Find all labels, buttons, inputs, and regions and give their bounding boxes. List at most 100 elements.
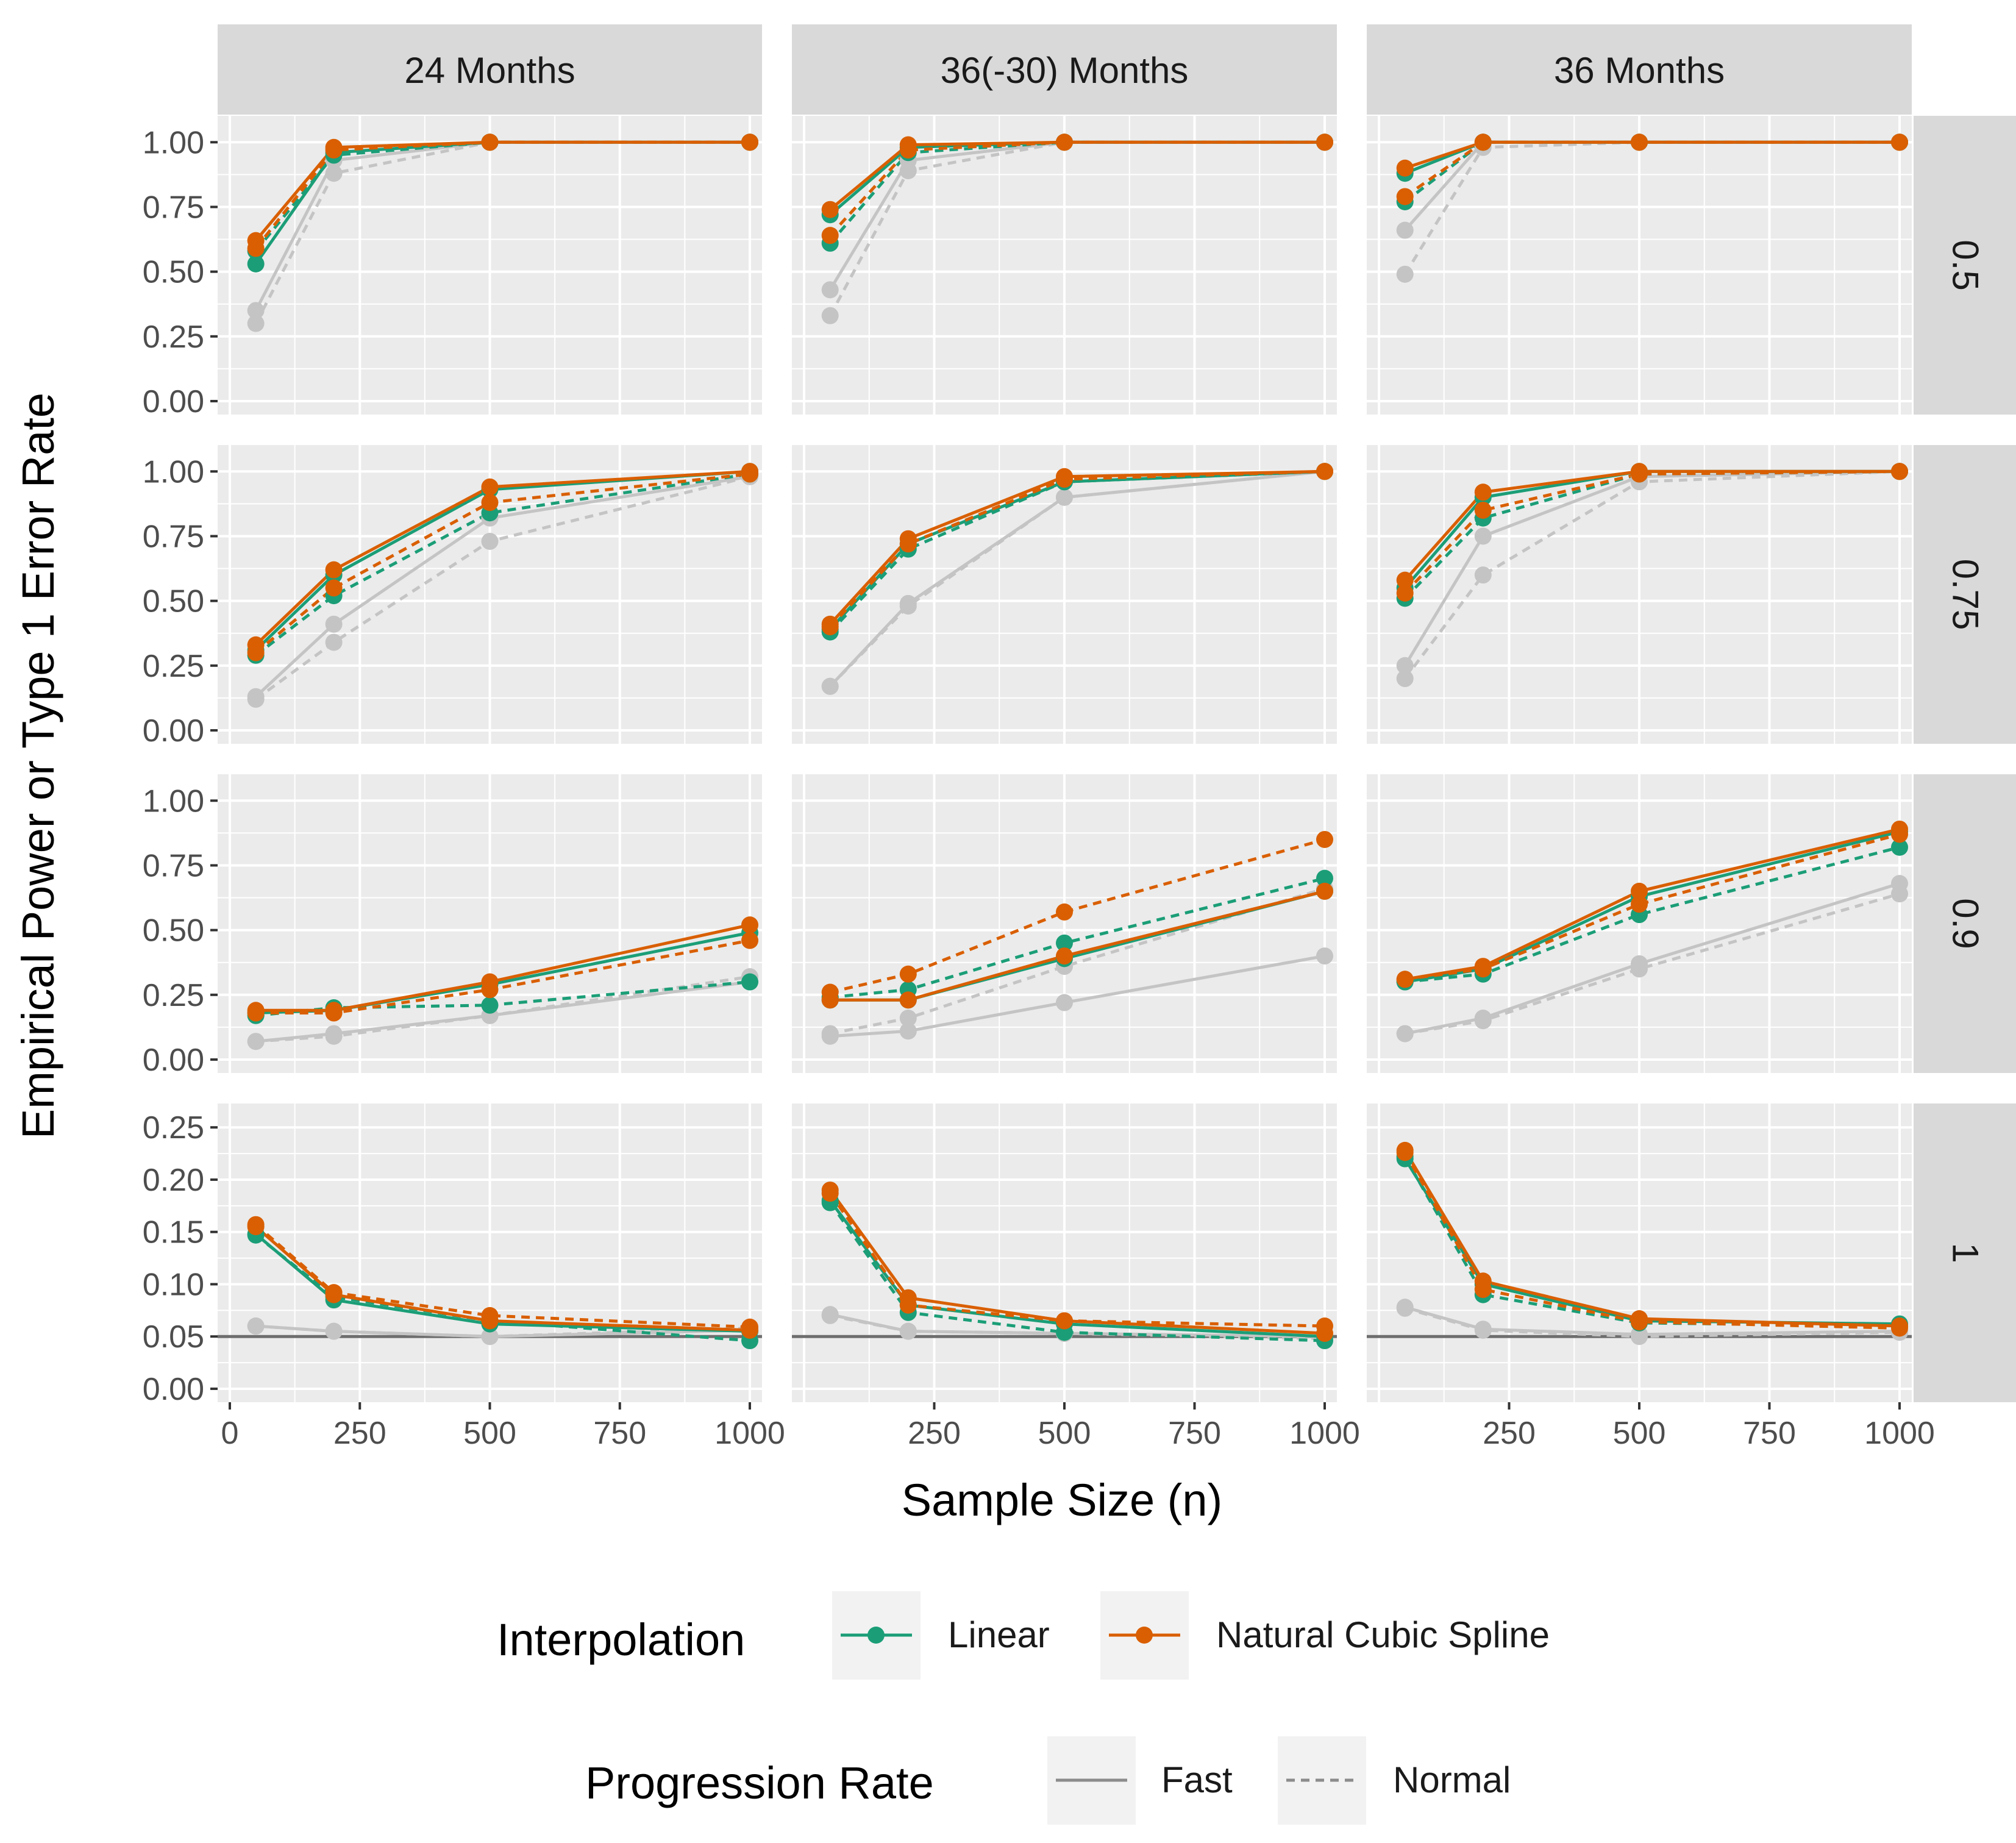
x-tick-label: 250 [908, 1416, 961, 1451]
series-line-natural-cubic-spline-fast [255, 923, 750, 1012]
series-line-reference-fast [254, 475, 750, 698]
data-point-natural-cubic-spline [1891, 463, 1908, 480]
data-point-reference [1474, 566, 1492, 584]
data-point-reference [1396, 221, 1414, 239]
data-point-reference [325, 1322, 343, 1340]
y-tick-label: 0.75 [143, 848, 204, 883]
data-point-natural-cubic-spline [1316, 830, 1333, 848]
row-strip-label: 0.75 [1945, 559, 1986, 630]
data-point-linear [741, 973, 758, 991]
y-axis-title: Empirical Power or Type 1 Error Rate [13, 393, 63, 1139]
data-point-reference [325, 615, 343, 633]
data-point-natural-cubic-spline [1474, 1281, 1492, 1299]
data-point-reference [1396, 670, 1414, 688]
data-point-reference [1316, 947, 1333, 965]
row-strip [1914, 1103, 2016, 1402]
series-line-reference-normal [255, 475, 750, 701]
data-point-natural-cubic-spline [1396, 159, 1414, 177]
data-point-natural-cubic-spline [821, 1185, 839, 1202]
data-point-reference [247, 1033, 265, 1050]
panel-24-months-1 [218, 1103, 762, 1402]
data-point-natural-cubic-spline [1474, 960, 1492, 978]
legend-key-point [1136, 1627, 1153, 1644]
data-point-natural-cubic-spline [325, 1004, 343, 1022]
y-tick-label: 0.75 [143, 190, 204, 225]
data-point-natural-cubic-spline [899, 141, 917, 159]
data-point-natural-cubic-spline [1316, 134, 1333, 151]
data-point-natural-cubic-spline [1474, 134, 1492, 151]
series-line-reference-fast [1405, 882, 1900, 1035]
data-point-reference [247, 1317, 265, 1335]
data-point-reference [899, 597, 917, 615]
data-point-linear [1891, 838, 1908, 856]
data-point-reference [247, 690, 265, 708]
column-strip-label: 36 Months [1554, 50, 1725, 91]
panel-24-months-0-75 [218, 445, 762, 744]
series-line-natural-cubic-spline-normal [830, 838, 1325, 994]
data-point-natural-cubic-spline [1316, 463, 1333, 480]
y-tick-label: 0.25 [143, 319, 204, 355]
data-point-natural-cubic-spline [325, 579, 343, 597]
data-point-natural-cubic-spline [821, 618, 839, 636]
data-point-natural-cubic-spline [481, 478, 499, 496]
row-strip-label: 1 [1945, 1242, 1986, 1263]
data-point-natural-cubic-spline [247, 1216, 265, 1233]
data-point-natural-cubic-spline [481, 494, 499, 512]
series-line-natural-cubic-spline-normal [254, 140, 750, 249]
row-strip-label: 0.5 [1945, 240, 1986, 290]
panel-24-months-0-9 [218, 774, 762, 1073]
y-tick-label: 0.20 [143, 1163, 204, 1198]
x-axis-title: Sample Size (n) [902, 1475, 1222, 1525]
series-line-reference-normal [1405, 892, 1900, 1035]
series-line-reference-fast [255, 980, 750, 1043]
series-line-natural-cubic-spline-fast [1403, 469, 1900, 582]
data-point-reference [899, 1010, 917, 1027]
data-point-natural-cubic-spline [1056, 947, 1073, 965]
series-line-natural-cubic-spline-normal [255, 1223, 750, 1329]
data-point-natural-cubic-spline [741, 465, 758, 483]
series-line-reference-fast [830, 954, 1325, 1038]
series-line-natural-cubic-spline-normal [828, 140, 1325, 237]
row-strip [1914, 116, 2016, 415]
data-point-natural-cubic-spline [325, 141, 343, 159]
data-point-linear [247, 255, 265, 273]
column-strip [218, 24, 762, 115]
row-strip [1914, 445, 2016, 744]
x-tick-label: 1000 [714, 1416, 785, 1451]
data-point-natural-cubic-spline [1396, 971, 1414, 988]
data-point-natural-cubic-spline [325, 561, 343, 579]
column-strip [792, 24, 1337, 115]
chart-axes: 0.00 0.25 0.50 0.75 1.00 0.00 0.25 0.50 0.75 1.00… [143, 125, 1935, 1451]
series-line-natural-cubic-spline-normal [255, 939, 750, 1015]
data-point-reference [899, 1022, 917, 1040]
panel-36-months-0-75 [1367, 445, 1912, 744]
y-tick-label: 0.00 [143, 1372, 204, 1407]
data-point-natural-cubic-spline [1056, 903, 1073, 921]
x-tick-label: 750 [1168, 1416, 1221, 1451]
legend-label-fast: Fast [1161, 1759, 1233, 1800]
x-tick-label: 250 [333, 1416, 386, 1451]
series-line-natural-cubic-spline-fast [254, 469, 750, 646]
data-point-natural-cubic-spline [1316, 882, 1333, 900]
data-point-natural-cubic-spline [1631, 1313, 1648, 1331]
column-strip-label: 36(-30) Months [941, 50, 1189, 91]
data-point-natural-cubic-spline [247, 240, 265, 257]
series-line-reference-normal [828, 469, 1325, 688]
data-point-reference [247, 302, 265, 319]
data-point-natural-cubic-spline [821, 983, 839, 1001]
series-line-natural-cubic-spline-normal [1403, 1152, 1900, 1330]
series-line-natural-cubic-spline-normal [255, 472, 750, 654]
data-point-natural-cubic-spline [741, 134, 758, 151]
x-tick-label: 750 [1743, 1416, 1796, 1451]
x-tick-label: 250 [1483, 1416, 1536, 1451]
data-point-reference [1631, 1328, 1648, 1346]
data-point-reference [1891, 885, 1908, 903]
data-point-linear [1056, 934, 1073, 952]
data-point-reference [821, 677, 839, 695]
data-point-reference [1474, 527, 1492, 545]
x-tick-label: 500 [463, 1416, 516, 1451]
panel-36-months-0-9 [1367, 774, 1912, 1073]
y-tick-label: 0.50 [143, 913, 204, 949]
data-point-reference [1474, 1012, 1492, 1030]
panel-36-months-1 [1367, 1103, 1912, 1402]
